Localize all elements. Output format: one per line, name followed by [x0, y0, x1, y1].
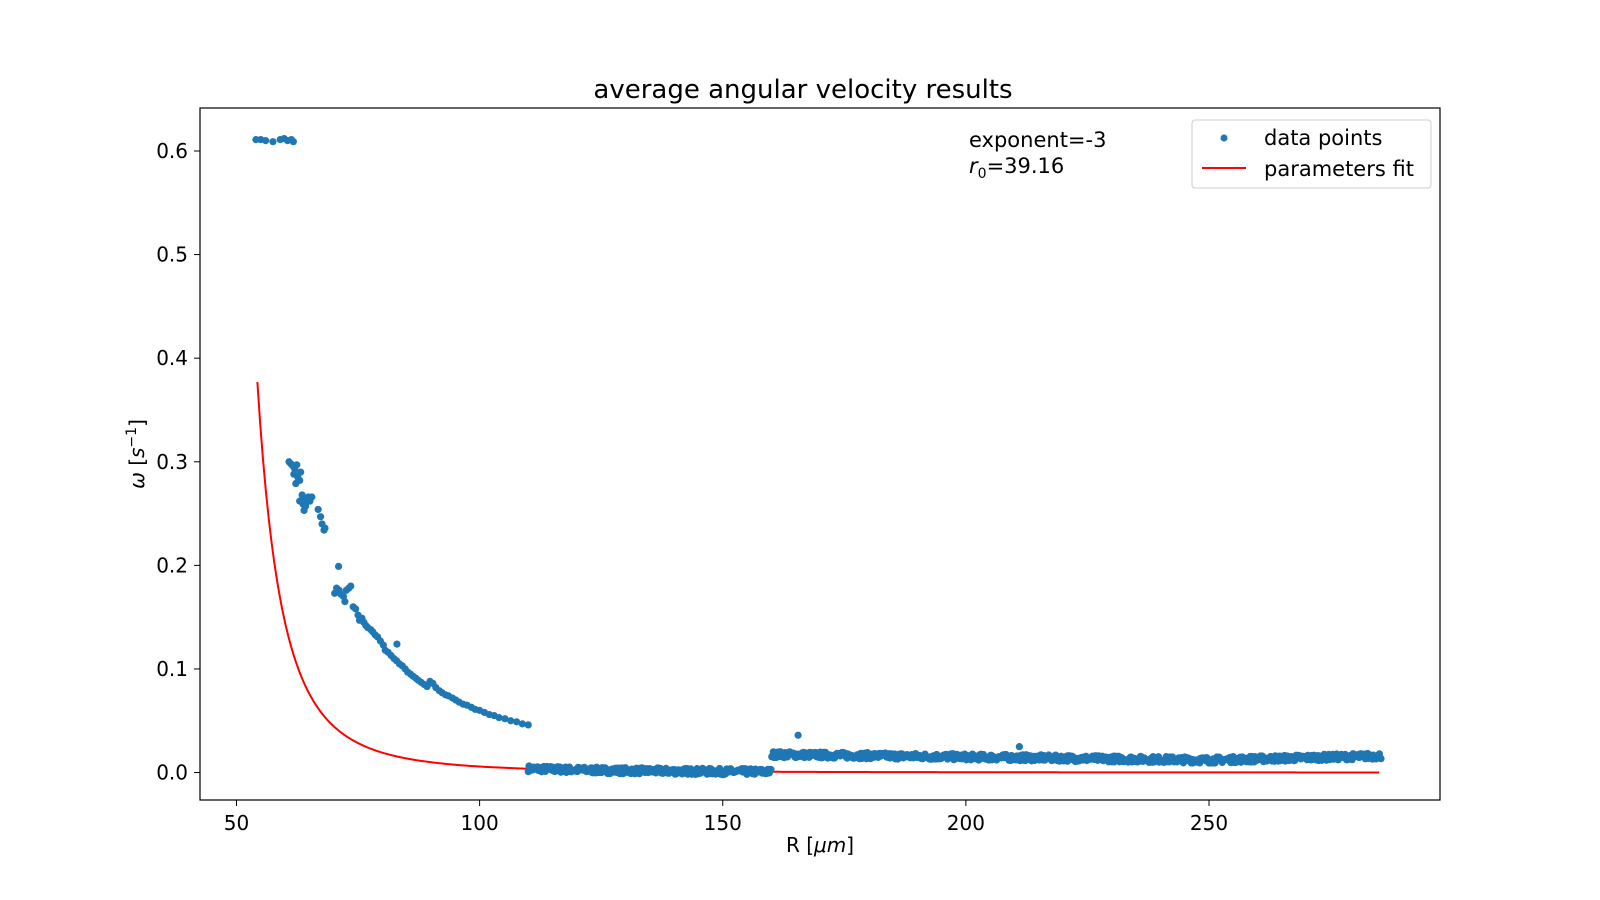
data-point: [296, 497, 304, 505]
y-tick-label: 0.3: [156, 450, 188, 474]
x-tick-label: 250: [1190, 811, 1228, 835]
points-layer: [252, 134, 1385, 779]
y-axis-label: ω [s−1]: [124, 419, 149, 489]
y-tick-label: 0.1: [156, 657, 188, 681]
data-point: [347, 582, 355, 590]
x-axis: 50 100 150 200 250: [224, 800, 1228, 835]
legend-marker-data-points: [1220, 134, 1228, 142]
data-point: [308, 493, 316, 501]
legend-box: [1191, 119, 1432, 189]
data-point: [1377, 755, 1385, 763]
x-tick-label: 100: [461, 811, 499, 835]
x-tick-label: 50: [224, 811, 249, 835]
data-point: [767, 765, 775, 774]
data-point: [512, 718, 521, 726]
data-point: [289, 138, 297, 146]
data-point: [334, 562, 343, 571]
data-point: [314, 505, 322, 514]
legend-label-data-points: data points: [1264, 126, 1382, 150]
y-axis: 0.0 0.1 0.2 0.3 0.4 0.5 0.6: [156, 139, 200, 785]
data-point: [293, 461, 301, 469]
data-point: [297, 468, 305, 476]
y-tick-label: 0.4: [156, 346, 188, 370]
data-point: [300, 506, 308, 515]
legend-label-parameters-fit: parameters fit: [1264, 157, 1414, 181]
legend: data points parameters fit: [1191, 119, 1432, 189]
fit-curve: [256, 381, 1380, 774]
annotation-r0: r0=39.16: [969, 154, 1064, 182]
data-point: [393, 640, 401, 648]
x-axis-label: R [μm]: [786, 833, 854, 857]
data-point: [1015, 743, 1023, 751]
data-point: [317, 513, 325, 521]
data-point: [352, 605, 360, 613]
annotation-exponent: exponent=-3: [969, 128, 1106, 152]
data-point: [320, 526, 328, 534]
fit-layer: [256, 381, 1380, 774]
fit-annotation: exponent=-3 r0=39.16: [969, 128, 1106, 182]
chart-title: average angular velocity results: [593, 75, 1012, 105]
y-tick-label: 0.6: [156, 139, 188, 163]
x-tick-label: 150: [704, 811, 742, 835]
data-point: [501, 715, 509, 723]
data-point: [269, 138, 277, 146]
data-point: [341, 598, 349, 606]
data-point: [507, 717, 515, 725]
y-tick-label: 0.5: [156, 243, 188, 267]
data-point: [524, 721, 532, 729]
data-point: [794, 731, 802, 739]
y-tick-label: 0.2: [156, 553, 188, 577]
data-point: [292, 479, 300, 488]
x-tick-label: 200: [947, 811, 985, 835]
data-point: [262, 137, 270, 145]
data-point: [495, 714, 503, 722]
plot-frame: [199, 107, 1441, 801]
y-tick-label: 0.0: [156, 761, 188, 785]
data-point: [518, 720, 527, 728]
